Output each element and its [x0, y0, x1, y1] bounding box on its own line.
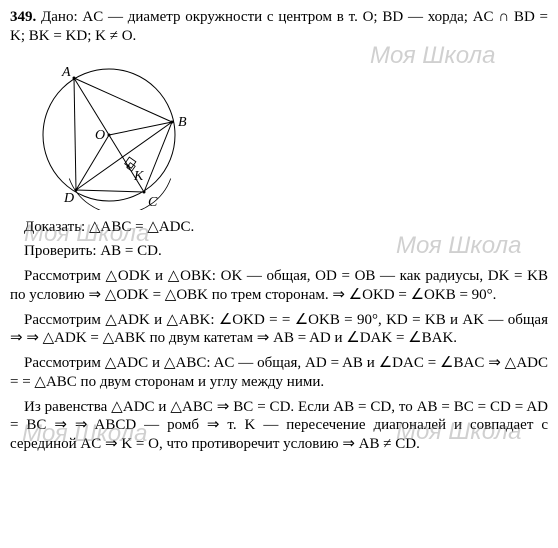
- prove-line: Доказать: △ABC = △ADC.: [10, 218, 548, 237]
- problem-number: 349.: [10, 9, 36, 25]
- svg-text:C: C: [148, 195, 158, 210]
- figure-container: A B C D O K: [10, 50, 548, 210]
- solution-p3: Рассмотрим △ADC и △ABC: AC — общая, AD =…: [10, 354, 548, 392]
- svg-text:O: O: [95, 128, 105, 143]
- check-line: Проверить: AB = CD.: [10, 242, 548, 261]
- svg-text:D: D: [63, 191, 74, 206]
- solution-p1: Рассмотрим △ODK и △OBK: OK — общая, OD =…: [10, 267, 548, 305]
- svg-text:A: A: [61, 65, 71, 80]
- solution-p2: Рассмотрим △ADK и △ABK: ∠OKD = = ∠OKB = …: [10, 311, 548, 349]
- svg-text:K: K: [133, 169, 144, 184]
- svg-text:B: B: [178, 115, 187, 130]
- solution-p4: Из равенства △ADC и △ABC ⇒ BC = CD. Если…: [10, 398, 548, 454]
- given-content: Дано: AC — диаметр окружности с центром …: [10, 9, 548, 44]
- geometry-figure: A B C D O K: [24, 50, 194, 210]
- given-text: 349. Дано: AC — диаметр окружности с цен…: [10, 8, 548, 46]
